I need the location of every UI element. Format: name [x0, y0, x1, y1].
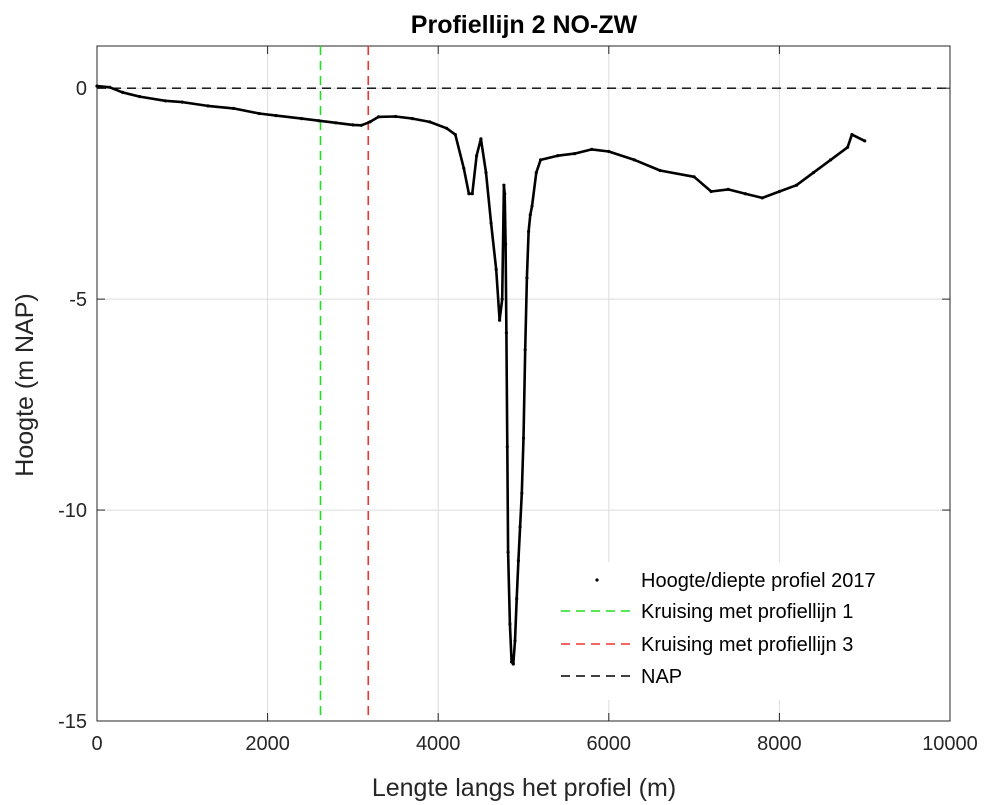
- profile-point: [534, 171, 538, 175]
- profile-point: [811, 171, 816, 175]
- plot-area-border: [96, 45, 951, 722]
- profile-point: [300, 117, 304, 121]
- profile-point: [760, 196, 764, 200]
- profile-point: [777, 189, 782, 194]
- profile-point: [121, 90, 125, 94]
- x-tick-label: 8000: [757, 733, 802, 755]
- profile-point: [428, 120, 432, 124]
- profile-point: [393, 114, 398, 119]
- profile-point: [479, 137, 483, 141]
- y-tick-label: 0: [76, 78, 87, 100]
- profile-point: [95, 84, 99, 88]
- profile-point: [508, 622, 512, 626]
- legend: Hoogte/diepte profiel 2017 Kruising met …: [560, 562, 934, 700]
- profile-point: [515, 597, 519, 601]
- x-tick-label: 10000: [922, 733, 978, 755]
- profile-point: [257, 111, 261, 116]
- profile-point: [500, 297, 504, 301]
- profile-point: [556, 154, 560, 158]
- profile-point: [520, 491, 524, 495]
- axis-ticks: 0 2000 4000 6000 8000 10000 0 -5 -10 -15: [58, 46, 978, 755]
- profile-point: [231, 106, 236, 110]
- profile-point: [498, 318, 502, 322]
- profile-point: [743, 192, 747, 196]
- legend-label-kruising-1: Kruising met profiellijn 1: [641, 601, 853, 623]
- profile-point: [518, 525, 522, 529]
- profile-point: [503, 192, 507, 196]
- x-tick-label: 2000: [245, 733, 290, 755]
- y-tick-label: -15: [58, 711, 87, 733]
- profile-point: [467, 192, 471, 196]
- profile-point: [359, 123, 363, 127]
- reference-lines: [97, 46, 950, 721]
- y-tick-label: -5: [69, 289, 87, 311]
- profile-point: [794, 183, 799, 187]
- profile-series: [95, 84, 867, 666]
- profile-point: [411, 117, 415, 121]
- profile-point: [511, 662, 515, 666]
- profile-point: [180, 100, 184, 104]
- profile-point: [317, 119, 321, 123]
- profile-point: [351, 123, 355, 127]
- profile-point: [530, 204, 534, 208]
- profile-point: [376, 115, 381, 119]
- profile-point: [513, 639, 517, 643]
- profile-point: [525, 276, 529, 280]
- profile-point: [528, 213, 532, 217]
- profile-point: [502, 183, 506, 187]
- profile-point: [163, 99, 167, 103]
- x-axis-label: Lengte langs het profiel (m): [372, 774, 676, 802]
- profile-point: [632, 158, 637, 162]
- profile-point: [334, 121, 338, 125]
- legend-label-nap: NAP: [641, 666, 682, 688]
- profile-point: [573, 152, 577, 156]
- legend-box: [560, 562, 934, 700]
- legend-label-profile: Hoogte/diepte profiel 2017: [641, 570, 876, 592]
- profile-point: [829, 158, 833, 162]
- profile-point: [489, 221, 493, 225]
- profile-point: [692, 175, 696, 179]
- profile-point: [521, 436, 526, 440]
- profile-point: [504, 331, 508, 335]
- profile-point: [274, 114, 278, 118]
- profile-point: [504, 242, 508, 246]
- profile-point: [462, 166, 466, 170]
- profile-point: [863, 139, 867, 143]
- profile-trace: [95, 84, 866, 666]
- profile-point: [590, 147, 594, 151]
- profile-point: [138, 95, 142, 99]
- chart-title: Profiellijn 2 NO-ZW: [411, 11, 638, 39]
- profile-point: [850, 133, 854, 137]
- profile-point: [206, 104, 210, 108]
- profile-point: [523, 348, 527, 352]
- legend-label-kruising-3: Kruising met profiellijn 3: [641, 634, 853, 656]
- profile-point: [505, 445, 509, 449]
- profile-point: [470, 192, 474, 196]
- profile-point: [506, 550, 510, 554]
- profile-point: [475, 154, 479, 158]
- profile-point: [368, 120, 372, 124]
- profile-point: [846, 145, 850, 149]
- profile-point: [527, 230, 531, 234]
- profile-point: [445, 126, 449, 130]
- profile-point: [539, 158, 543, 162]
- profile-point: [453, 133, 457, 137]
- profile-point: [658, 168, 662, 173]
- profile-point: [108, 85, 112, 89]
- y-axis-label: Hoogte (m NAP): [11, 293, 39, 476]
- legend-marker-dots: [595, 578, 599, 582]
- profile-point: [607, 149, 611, 154]
- x-tick-label: 4000: [416, 733, 461, 755]
- x-tick-label: 6000: [587, 733, 632, 755]
- y-tick-label: -10: [58, 500, 87, 522]
- x-tick-label: 0: [91, 733, 102, 755]
- profile-point: [484, 171, 488, 175]
- profile-point: [494, 268, 498, 272]
- profile-point: [709, 189, 713, 194]
- profile-point: [726, 187, 730, 191]
- profile-point: [516, 559, 521, 563]
